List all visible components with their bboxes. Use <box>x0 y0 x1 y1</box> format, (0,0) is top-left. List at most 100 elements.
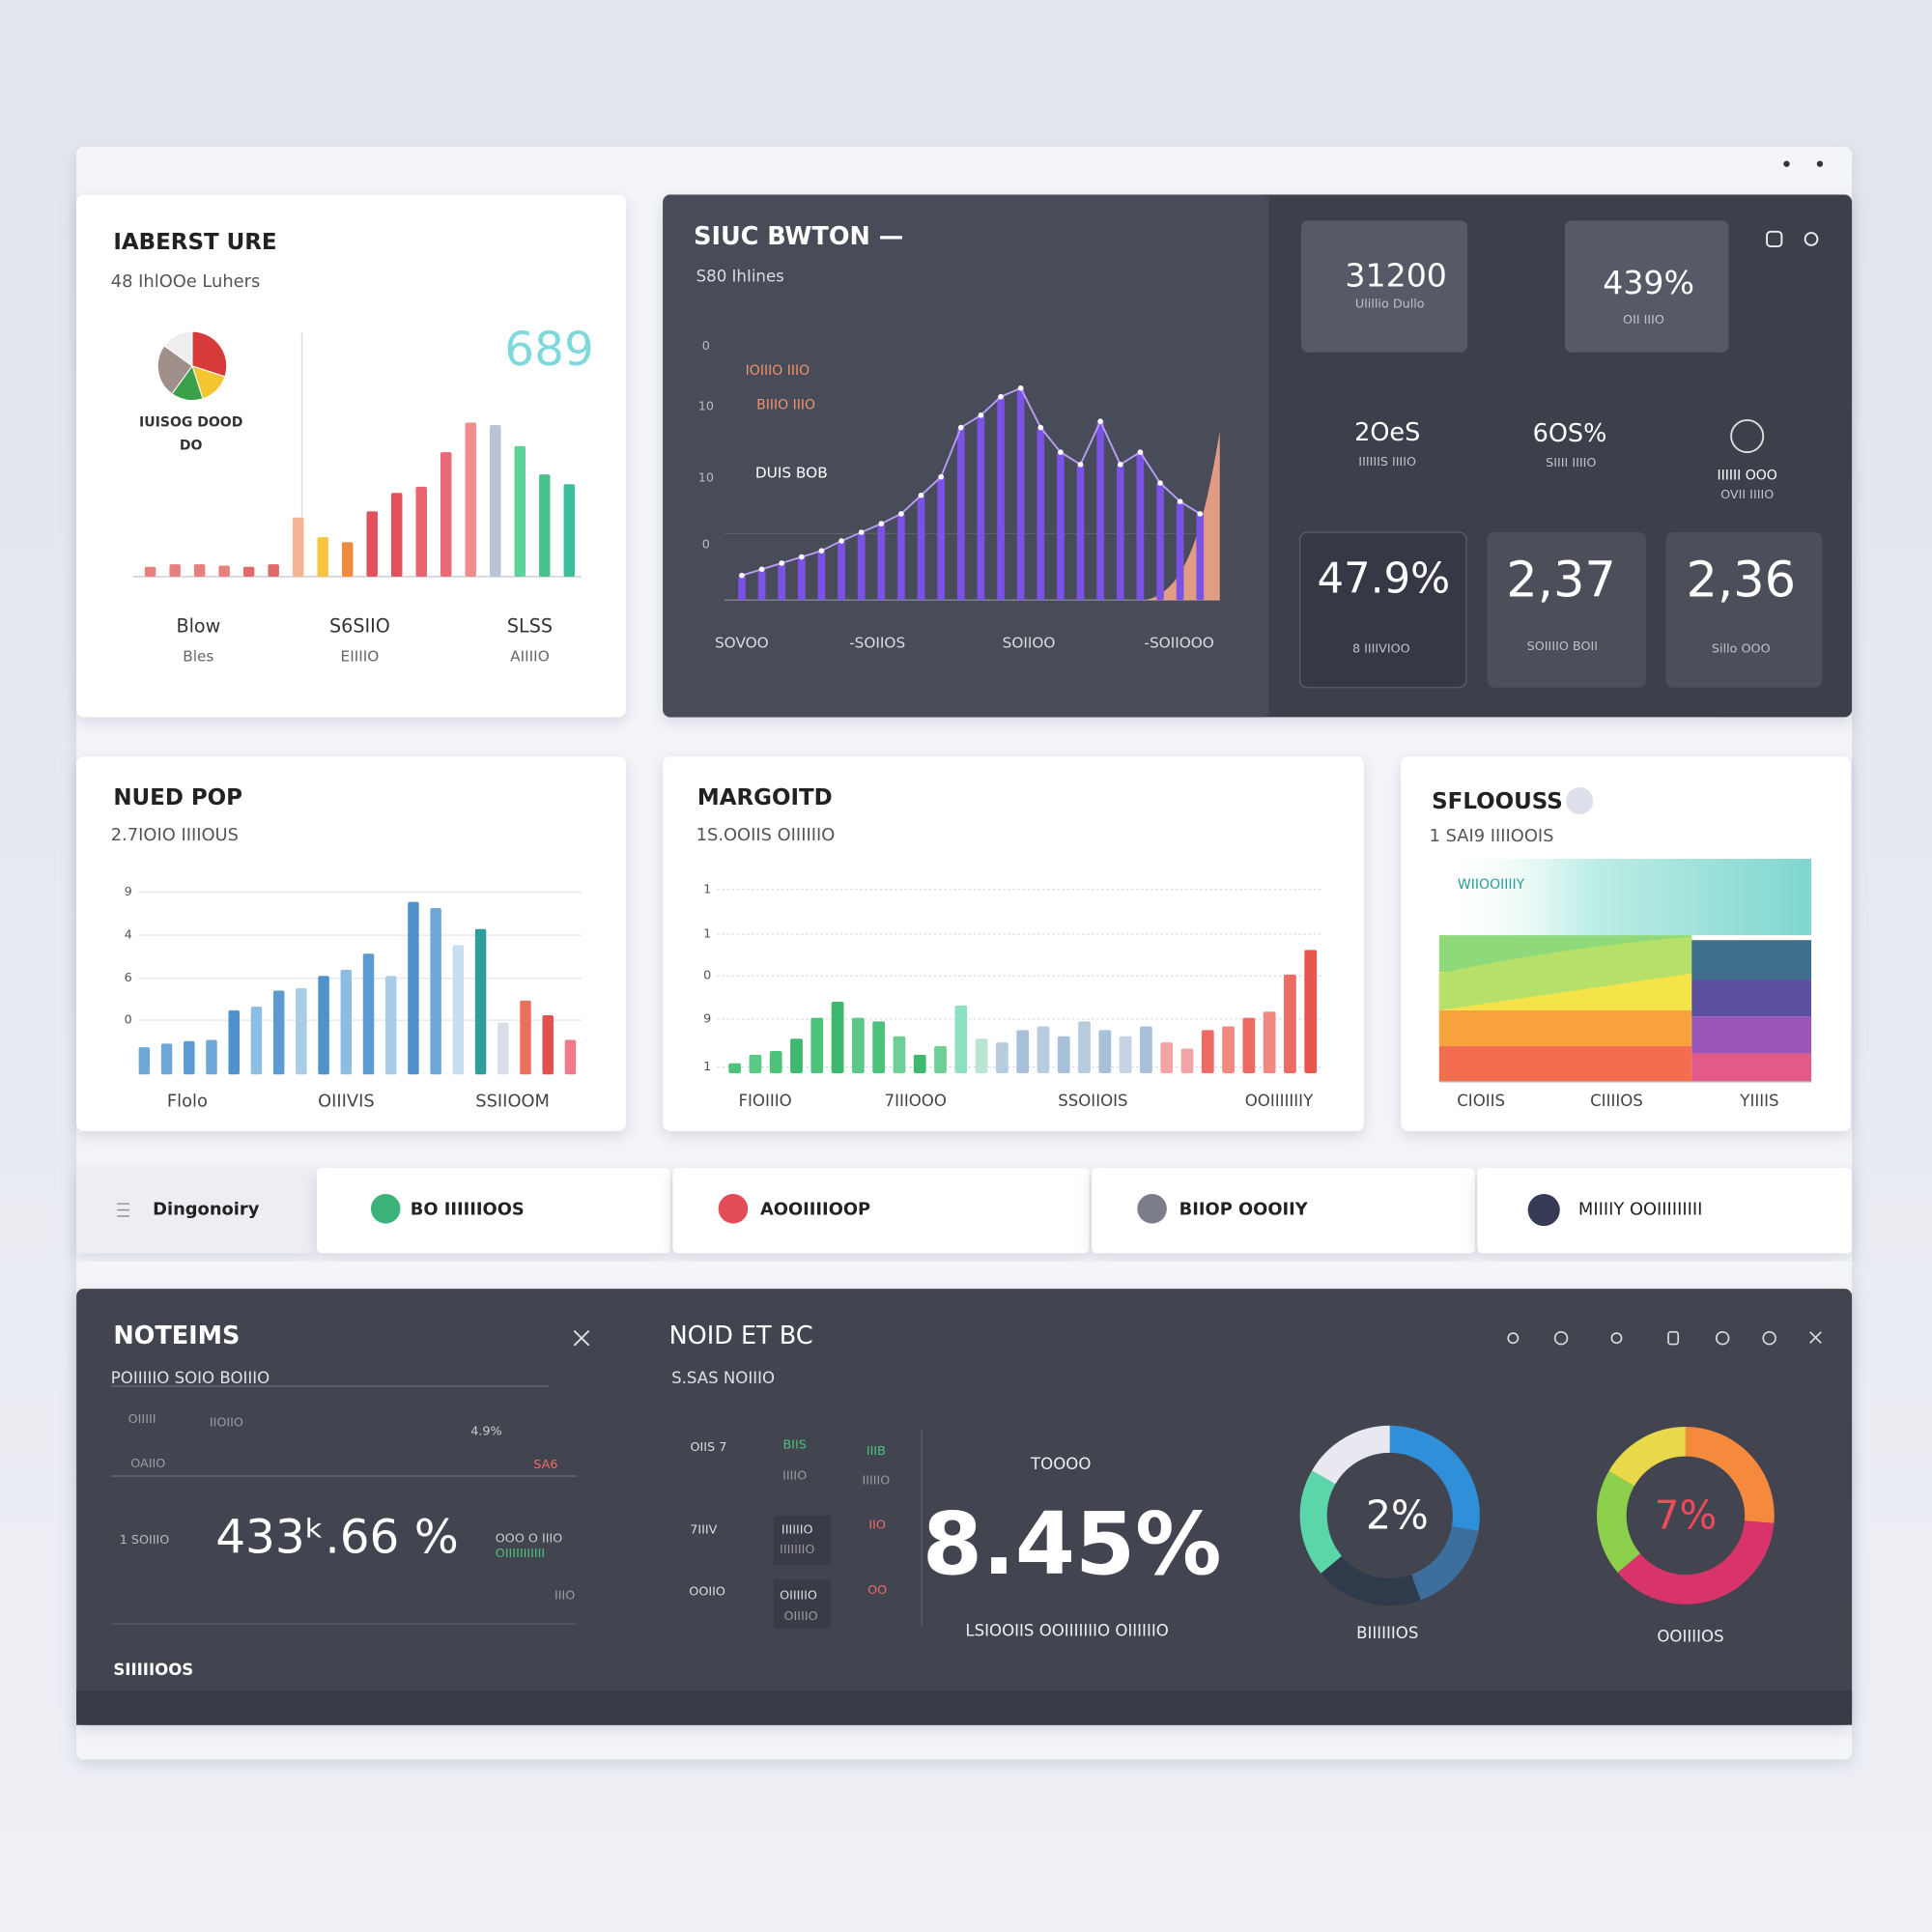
bar <box>490 425 501 577</box>
bar <box>366 511 378 577</box>
bar <box>1116 464 1124 601</box>
bar <box>318 976 329 1075</box>
bar <box>877 524 886 601</box>
bar <box>1304 950 1318 1073</box>
band <box>1438 936 1692 1010</box>
bar <box>564 1039 577 1075</box>
window-dot <box>1783 160 1790 167</box>
tab[interactable] <box>76 1168 315 1254</box>
bar <box>268 564 279 577</box>
bar <box>242 566 255 577</box>
point <box>1077 462 1084 468</box>
stat-value: 6OS% <box>1533 419 1607 448</box>
x-label: -SOIIOOO <box>1144 634 1213 651</box>
x-label: FIOIIIO <box>738 1092 791 1110</box>
bar <box>1078 1021 1091 1073</box>
bar <box>997 396 1005 601</box>
kpi-value: 433ᵏ.66 % <box>215 1510 459 1564</box>
icon <box>1715 1330 1730 1346</box>
window-dot <box>1816 160 1824 167</box>
band <box>1691 980 1811 1017</box>
stat-tile <box>1299 531 1467 689</box>
bar <box>769 1051 782 1073</box>
y-label: 10 <box>698 399 714 413</box>
cell-label: OOIIO <box>689 1584 725 1599</box>
bar <box>954 1005 968 1073</box>
card-subtitle: S80 IhIines <box>696 267 784 285</box>
card-dark <box>76 1289 1853 1725</box>
bar <box>193 564 206 577</box>
stat-value: IIIIII OOO <box>1717 468 1776 483</box>
stat-label: Ulillio Dullo <box>1355 298 1425 312</box>
row-label: 1 SOIIIO <box>120 1533 170 1548</box>
y-label: 9 <box>703 1011 711 1026</box>
bar <box>206 1039 217 1075</box>
donut-label: OOIIIIOS <box>1657 1628 1723 1646</box>
bar <box>292 517 304 577</box>
content: IABERST URE 48 IhlOOe Luhers 689 IUISOG DOO… <box>111 222 1796 1679</box>
stat-value: 31200 <box>1345 256 1446 294</box>
bar <box>539 474 551 577</box>
point <box>799 554 805 560</box>
row-label: OAIIO <box>130 1457 165 1471</box>
point <box>957 424 964 431</box>
point <box>978 412 984 418</box>
bar <box>1201 1030 1214 1073</box>
annotation: IOIIIO IIIO <box>746 363 810 379</box>
tab[interactable] <box>316 1168 670 1254</box>
bar <box>272 990 285 1075</box>
bar <box>408 901 419 1075</box>
bar <box>430 908 441 1075</box>
annotation: BIIIO IIIO <box>756 398 815 413</box>
tab[interactable] <box>1477 1168 1853 1254</box>
bar <box>340 969 353 1075</box>
donut-ring <box>1608 1427 1687 1487</box>
point <box>1037 424 1044 431</box>
band <box>1691 940 1811 980</box>
pie-label: IUISOG DOOD <box>139 415 242 431</box>
pie-slice <box>191 330 228 378</box>
tab[interactable] <box>1092 1168 1475 1254</box>
point <box>1197 511 1204 517</box>
x-label: Flolo <box>167 1091 208 1111</box>
bar <box>1057 1036 1070 1073</box>
row-label: OIIIIIIIIIII <box>496 1547 545 1561</box>
icon <box>1667 1330 1680 1346</box>
bar <box>169 564 181 577</box>
tab[interactable] <box>672 1168 1090 1254</box>
legend: WIIOOIIIIY <box>1458 877 1525 893</box>
point <box>1117 462 1123 468</box>
y-label: 0 <box>703 969 711 983</box>
bar <box>790 1038 803 1073</box>
bar <box>1096 421 1104 601</box>
donut-ring <box>1389 1425 1480 1532</box>
icon <box>1553 1330 1569 1346</box>
stat-value: 2,36 <box>1686 552 1796 609</box>
point <box>758 566 765 573</box>
x-label: SLSS <box>507 615 553 638</box>
bar <box>390 493 403 577</box>
band <box>1438 1045 1692 1082</box>
cell-label: IIIB <box>867 1444 886 1459</box>
donut-value: 7% <box>1655 1492 1718 1538</box>
bar <box>542 1015 554 1075</box>
icon <box>1762 1330 1776 1346</box>
bar <box>1222 1026 1235 1073</box>
bar <box>160 1043 173 1075</box>
bar <box>1016 1030 1030 1073</box>
bar <box>184 1040 195 1075</box>
point <box>1177 498 1183 504</box>
x-label: OOIIIIIIIY <box>1245 1092 1314 1110</box>
x-label: S6SIIO <box>329 615 390 638</box>
bar <box>218 565 230 577</box>
stat-value: 2,37 <box>1506 552 1616 609</box>
stat-label: OII IIIO <box>1623 313 1664 327</box>
icon <box>1730 418 1765 454</box>
donut-ring <box>1617 1520 1775 1605</box>
icon <box>117 1203 129 1217</box>
band <box>1691 1016 1811 1054</box>
tab-label: BIIOP OOOIIY <box>1179 1200 1309 1220</box>
x-label: OIIIVIS <box>318 1091 375 1111</box>
point <box>858 529 865 535</box>
